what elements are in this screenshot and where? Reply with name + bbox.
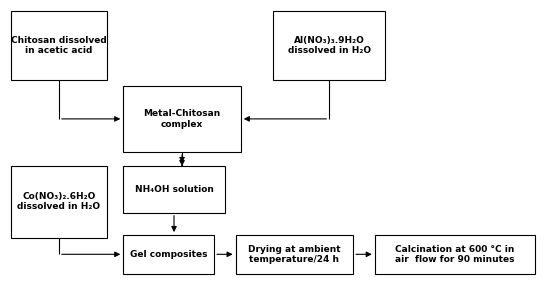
FancyBboxPatch shape (123, 86, 241, 152)
Text: Metal-Chitosan
complex: Metal-Chitosan complex (144, 109, 221, 129)
FancyBboxPatch shape (375, 235, 535, 274)
FancyBboxPatch shape (273, 11, 385, 80)
Text: Chitosan dissolved
in acetic acid: Chitosan dissolved in acetic acid (11, 36, 107, 55)
Text: Gel composites: Gel composites (130, 250, 207, 259)
Text: Al(NO₃)₃.9H₂O
dissolved in H₂O: Al(NO₃)₃.9H₂O dissolved in H₂O (288, 36, 371, 55)
Text: NH₄OH solution: NH₄OH solution (134, 185, 213, 194)
FancyBboxPatch shape (11, 11, 107, 80)
FancyBboxPatch shape (123, 166, 225, 213)
FancyBboxPatch shape (11, 166, 107, 238)
FancyBboxPatch shape (235, 235, 353, 274)
Text: Calcination at 600 °C in
air  flow for 90 minutes: Calcination at 600 °C in air flow for 90… (395, 244, 515, 264)
Text: Drying at ambient
temperature/24 h: Drying at ambient temperature/24 h (248, 244, 341, 264)
Text: Co(NO₃)₂.6H₂O
dissolved in H₂O: Co(NO₃)₂.6H₂O dissolved in H₂O (17, 192, 100, 212)
FancyBboxPatch shape (123, 235, 214, 274)
